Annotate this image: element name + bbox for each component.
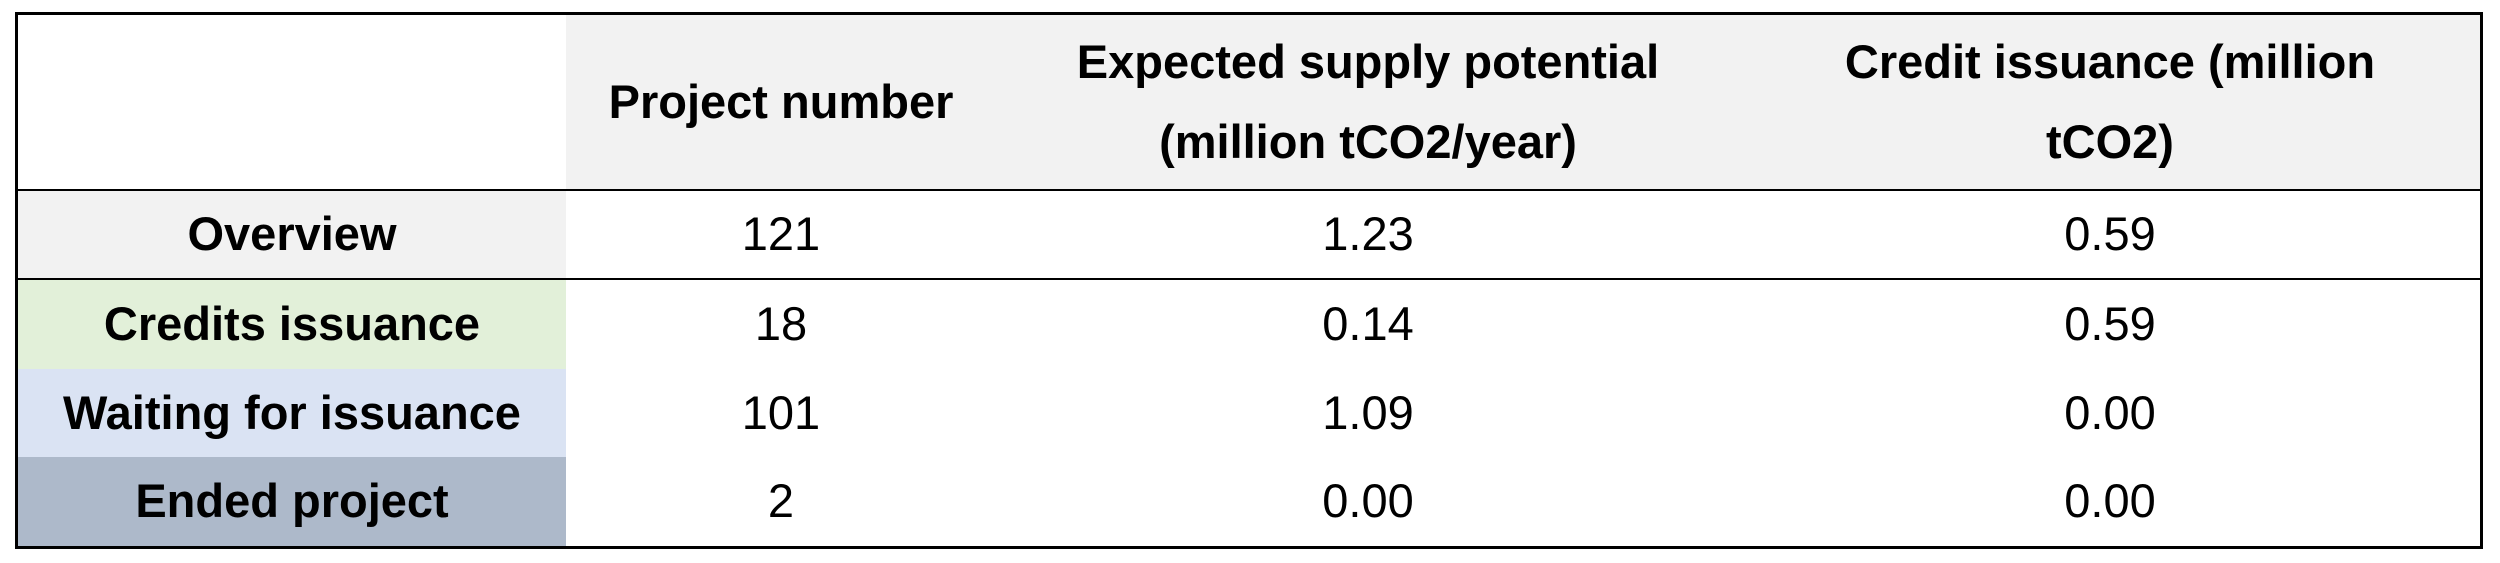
cell-credits-issuance-expected-supply: 0.14 [1322, 297, 1414, 351]
cell-ended-credit-issuance: 0.00 [2064, 474, 2156, 528]
summary-table: Project number Expected supply potential… [15, 12, 2483, 549]
row-label-overview: Overview [18, 191, 566, 280]
corner-cell [18, 15, 566, 191]
row-label-credits-issuance: Credits issuance [18, 280, 566, 369]
column-header-line: Credit issuance (million [1844, 35, 2376, 88]
column-header-credit-issuance: Credit issuance (million tCO2) [1740, 15, 2480, 191]
cell-waiting-expected-supply: 1.09 [1322, 385, 1414, 439]
column-header-line: Expected supply potential [1076, 35, 1660, 88]
cell-waiting-credit-issuance: 0.00 [2064, 385, 2156, 439]
column-header-line: Project number [608, 75, 954, 128]
column-header-line: tCO2) [2046, 115, 2174, 168]
column-header-expected-supply: Expected supply potential (million tCO2/… [996, 15, 1740, 191]
cell-overview-project-number: 121 [566, 191, 996, 280]
cell-ended-project-number: 2 [767, 474, 795, 528]
column-header-project-number: Project number [566, 15, 996, 191]
cell-overview-expected-supply: 1.23 [996, 191, 1740, 280]
cell-ended-expected-supply: 0.00 [1322, 474, 1414, 528]
row-label-ended-project: Ended project [18, 457, 566, 546]
row-label-waiting-for-issuance: Waiting for issuance [18, 369, 566, 457]
cell-overview-credit-issuance: 0.59 [1740, 191, 2480, 280]
cell-credits-issuance-credit-issuance: 0.59 [2064, 297, 2156, 351]
cell-waiting-project-number: 101 [741, 385, 821, 439]
cell-credits-issuance-project-number: 18 [754, 297, 808, 351]
column-header-line: (million tCO2/year) [1159, 115, 1577, 168]
